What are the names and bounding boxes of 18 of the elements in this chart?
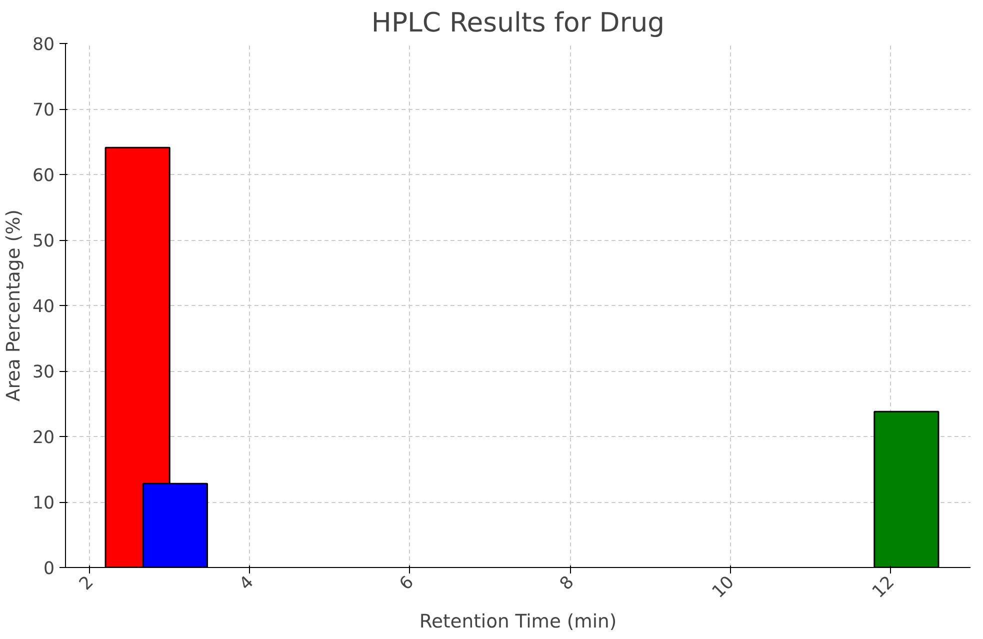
x-tick-label: 10 <box>708 572 738 602</box>
y-tick-label: 20 <box>32 428 55 448</box>
y-tick-label: 30 <box>32 362 55 382</box>
y-tick-label: 50 <box>32 232 55 252</box>
y-tick-label: 60 <box>32 166 55 186</box>
y-tick-label: 0 <box>43 559 55 579</box>
x-axis-title: Retention Time (min) <box>419 611 617 632</box>
x-tick-label: 4 <box>236 572 258 594</box>
y-tick-label: 70 <box>32 100 55 120</box>
y-tick-label: 40 <box>32 297 55 317</box>
chart-title: HPLC Results for Drug <box>371 8 665 38</box>
x-tick-label: 8 <box>556 572 578 594</box>
y-tick-label: 10 <box>32 494 55 514</box>
y-tick-label: 80 <box>32 35 55 55</box>
x-tick-label: 2 <box>76 572 98 594</box>
x-tick-label: 12 <box>868 572 899 602</box>
x-tick-label: 6 <box>396 572 418 594</box>
y-axis-title: Area Percentage (%) <box>3 209 24 402</box>
